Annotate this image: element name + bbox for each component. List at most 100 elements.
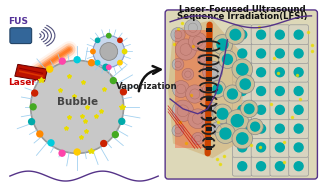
Bar [206,47,212,51]
Circle shape [227,89,237,99]
Circle shape [209,81,226,98]
Circle shape [107,65,111,70]
Circle shape [202,61,223,81]
Circle shape [294,87,303,95]
Circle shape [107,33,111,38]
Circle shape [220,128,231,139]
Circle shape [184,19,201,36]
Circle shape [226,110,248,132]
Circle shape [182,68,194,80]
Circle shape [215,124,236,143]
Circle shape [186,85,204,103]
Circle shape [101,140,107,146]
Polygon shape [168,20,247,158]
FancyBboxPatch shape [232,100,252,120]
Circle shape [257,30,265,39]
Circle shape [237,64,248,75]
Circle shape [211,122,224,135]
FancyBboxPatch shape [251,81,271,101]
FancyBboxPatch shape [251,62,271,82]
FancyBboxPatch shape [251,156,271,176]
FancyBboxPatch shape [270,81,290,101]
FancyBboxPatch shape [270,138,290,157]
FancyBboxPatch shape [251,138,271,157]
Circle shape [294,143,303,152]
Circle shape [232,128,252,149]
FancyBboxPatch shape [232,44,252,63]
FancyBboxPatch shape [251,100,271,120]
Circle shape [218,50,237,68]
Circle shape [188,109,208,129]
FancyBboxPatch shape [289,25,308,45]
Circle shape [294,124,303,133]
Bar [206,127,212,131]
Circle shape [172,81,190,98]
Circle shape [122,49,127,54]
Text: Sequence Irradiation(LFSI): Sequence Irradiation(LFSI) [177,12,307,21]
Circle shape [88,60,94,66]
Circle shape [238,87,247,95]
Circle shape [31,60,124,153]
Circle shape [95,60,100,65]
Bar [206,57,212,61]
Circle shape [74,149,80,155]
Text: Bubble: Bubble [57,97,98,107]
Text: FUS: FUS [8,17,28,26]
Circle shape [275,30,284,39]
Circle shape [236,75,255,94]
FancyBboxPatch shape [270,119,290,139]
Circle shape [206,103,219,115]
Bar [206,117,212,121]
Circle shape [59,150,65,156]
Circle shape [240,100,258,118]
Circle shape [217,108,228,119]
FancyBboxPatch shape [10,28,32,44]
Circle shape [257,87,265,95]
Circle shape [93,36,125,67]
Circle shape [118,60,122,65]
Circle shape [103,64,109,70]
Circle shape [257,124,265,133]
Circle shape [257,68,265,77]
Polygon shape [15,64,47,81]
Circle shape [172,100,194,122]
Circle shape [230,29,241,40]
Bar [206,107,212,111]
Circle shape [48,140,54,146]
Circle shape [192,132,204,145]
FancyBboxPatch shape [270,100,290,120]
Circle shape [275,162,284,171]
Bar [206,97,212,101]
Circle shape [223,54,232,64]
FancyBboxPatch shape [232,119,252,139]
FancyBboxPatch shape [232,62,252,82]
FancyBboxPatch shape [289,119,308,139]
Circle shape [226,25,245,44]
Bar [206,38,212,42]
FancyBboxPatch shape [289,44,308,63]
Circle shape [121,89,126,95]
Circle shape [257,49,265,58]
Circle shape [74,57,80,63]
Circle shape [294,162,303,171]
Circle shape [189,32,207,51]
Circle shape [118,38,122,43]
Circle shape [294,105,303,114]
FancyBboxPatch shape [232,25,252,45]
FancyBboxPatch shape [251,25,271,45]
Circle shape [119,118,125,124]
Text: Laser-Focused Ultrasound: Laser-Focused Ultrasound [179,5,306,14]
Circle shape [275,124,284,133]
FancyBboxPatch shape [232,81,252,101]
Circle shape [257,143,265,152]
Circle shape [231,115,243,127]
Circle shape [29,119,35,125]
Circle shape [294,30,303,39]
Circle shape [238,124,247,133]
Bar [206,146,212,150]
FancyBboxPatch shape [289,81,308,101]
Circle shape [202,84,213,94]
Text: Vaporization: Vaporization [116,82,177,91]
Circle shape [112,132,118,138]
Circle shape [110,78,116,84]
